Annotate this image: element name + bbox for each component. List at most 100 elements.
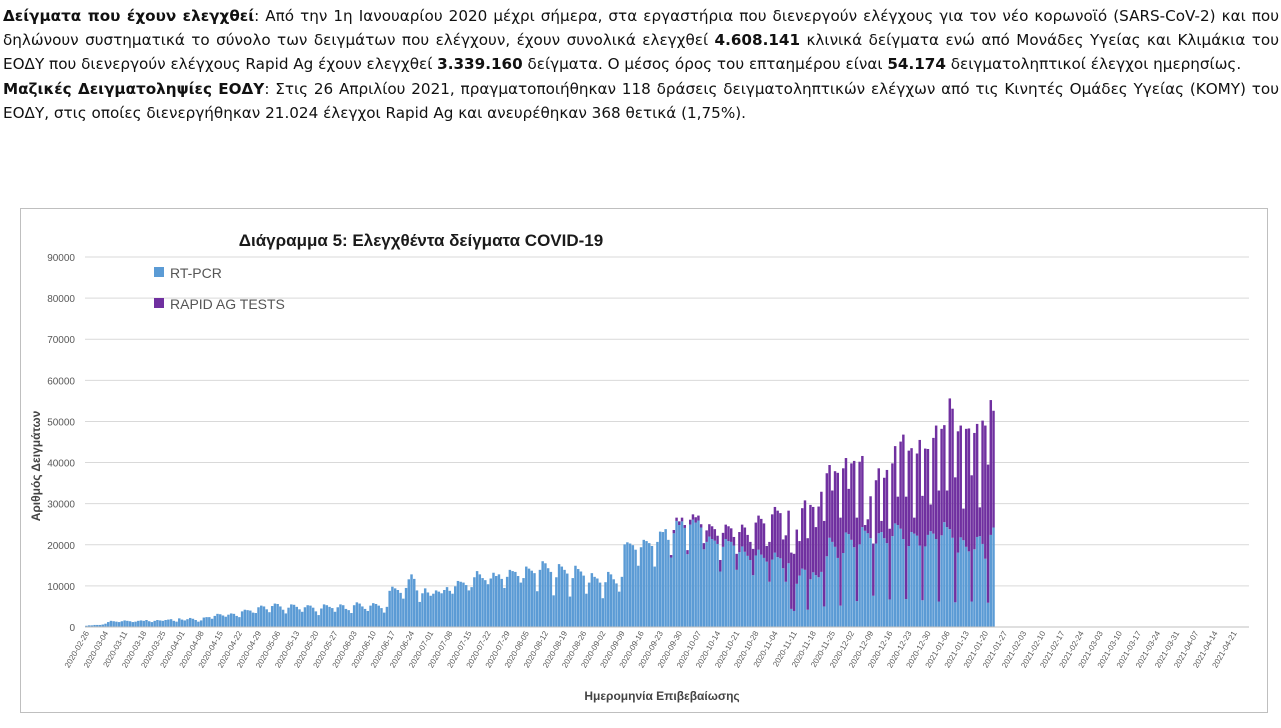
bar-rt-pcr xyxy=(123,620,126,627)
bar-rt-pcr xyxy=(265,609,268,627)
bar-rt-pcr xyxy=(962,540,965,627)
bar-rt-pcr xyxy=(486,584,490,627)
bar-rt-pcr xyxy=(803,569,807,627)
bar-rt-pcr xyxy=(377,605,380,627)
bar-rt-pcr xyxy=(87,625,91,627)
y-tick-label: 80000 xyxy=(47,294,75,305)
bar-rt-pcr xyxy=(910,532,913,627)
bar-rapid-ag xyxy=(888,528,891,600)
bar-rt-pcr xyxy=(683,527,686,627)
y-tick-label: 20000 xyxy=(47,541,75,552)
bar-rapid-ag xyxy=(945,490,949,528)
bar-rt-pcr xyxy=(617,591,621,627)
bar-rt-pcr xyxy=(760,554,763,627)
bar-rapid-ag xyxy=(964,428,968,547)
bar-rapid-ag xyxy=(760,518,763,555)
bar-rapid-ag xyxy=(746,534,749,556)
bar-rt-pcr xyxy=(795,583,799,627)
bar-rt-pcr xyxy=(194,620,197,627)
bar-rapid-ag xyxy=(702,543,706,550)
bar-rapid-ag xyxy=(719,559,722,572)
bar-rt-pcr xyxy=(522,578,525,627)
bar-rt-pcr xyxy=(877,533,880,627)
bar-rapid-ag xyxy=(915,453,919,536)
bar-rapid-ag xyxy=(716,535,719,544)
bar-rt-pcr xyxy=(467,590,471,627)
bar-rt-pcr xyxy=(566,573,569,627)
bar-rt-pcr xyxy=(702,549,706,627)
bar-rt-pcr xyxy=(175,621,178,627)
bar-rt-pcr xyxy=(612,579,615,627)
bar-rt-pcr xyxy=(525,566,528,627)
bar-rt-pcr xyxy=(333,611,337,627)
bar-rt-pcr xyxy=(921,600,924,627)
bar-rt-pcr xyxy=(779,558,782,627)
bar-rapid-ag xyxy=(809,504,812,580)
bar-rt-pcr xyxy=(667,539,670,627)
bar-rt-pcr xyxy=(227,614,230,627)
bar-rt-pcr xyxy=(880,532,883,627)
bar-rt-pcr xyxy=(743,551,747,627)
bar-rt-pcr xyxy=(473,577,476,627)
bar-rapid-ag xyxy=(986,464,990,603)
bar-rt-pcr xyxy=(869,538,872,627)
bar-rapid-ag xyxy=(937,490,941,602)
bar-rt-pcr xyxy=(287,607,290,627)
bar-rt-pcr xyxy=(842,553,845,627)
samples-tested-text-d: δειγματοληπτικοί έλεγχοι ημερησίως. xyxy=(945,55,1242,74)
bar-rt-pcr xyxy=(940,535,943,627)
bar-rt-pcr xyxy=(284,613,288,627)
bar-rt-pcr xyxy=(552,595,555,627)
bar-rapid-ag xyxy=(956,431,960,553)
mass-testing-label: Μαζικές Δειγματοληψίες ΕΟΔΥ xyxy=(3,79,265,98)
bar-rt-pcr xyxy=(145,620,148,627)
bar-rt-pcr xyxy=(675,520,678,627)
bar-rt-pcr xyxy=(514,571,517,627)
bar-rt-pcr xyxy=(404,587,408,627)
bar-rt-pcr xyxy=(150,622,154,627)
bar-rt-pcr xyxy=(781,568,785,627)
bar-rt-pcr xyxy=(355,602,359,627)
bar-rapid-ag xyxy=(727,526,730,542)
bar-rt-pcr xyxy=(167,619,170,627)
bar-rapid-ag xyxy=(992,410,995,528)
gridlines xyxy=(85,256,1249,628)
samples-tested-text-a: : Από την 1η Ιανουαρίου 2020 μέχρι σήμερ… xyxy=(3,7,1279,50)
bar-rt-pcr xyxy=(560,566,564,627)
bar-rt-pcr xyxy=(738,552,741,627)
bar-rt-pcr xyxy=(934,539,938,627)
bar-rt-pcr xyxy=(598,582,602,627)
bar-rt-pcr xyxy=(970,601,973,627)
bar-rt-pcr xyxy=(773,552,777,627)
bar-rt-pcr xyxy=(478,574,482,627)
bar-rt-pcr xyxy=(645,541,648,627)
bar-rt-pcr xyxy=(792,610,796,627)
bar-rt-pcr xyxy=(757,549,760,627)
bar-rt-pcr xyxy=(688,524,692,627)
bar-rt-pcr xyxy=(276,603,279,627)
bar-rt-pcr xyxy=(494,576,498,627)
bar-rt-pcr xyxy=(637,565,640,627)
bar-rt-pcr xyxy=(402,598,405,627)
bar-rt-pcr xyxy=(197,621,200,627)
bar-rt-pcr xyxy=(568,596,572,627)
bar-rapid-ag xyxy=(855,517,859,602)
bar-rt-pcr xyxy=(117,622,121,627)
y-tick-label: 50000 xyxy=(47,417,75,428)
bar-rt-pcr xyxy=(339,604,342,627)
bar-rt-pcr xyxy=(393,588,397,627)
bar-rt-pcr xyxy=(563,569,566,627)
bar-rt-pcr xyxy=(432,593,435,627)
bar-rapid-ag xyxy=(874,480,878,544)
bar-rt-pcr xyxy=(361,606,364,627)
bar-rt-pcr xyxy=(770,559,774,627)
bar-rt-pcr xyxy=(954,602,957,627)
bar-rt-pcr xyxy=(847,534,850,627)
bar-rt-pcr xyxy=(131,622,135,627)
bar-rt-pcr xyxy=(374,603,378,627)
bar-rt-pcr xyxy=(451,593,454,627)
bar-rt-pcr xyxy=(161,620,165,627)
bar-rt-pcr xyxy=(729,541,733,627)
bar-rt-pcr xyxy=(653,566,656,627)
bar-rt-pcr xyxy=(899,528,902,627)
